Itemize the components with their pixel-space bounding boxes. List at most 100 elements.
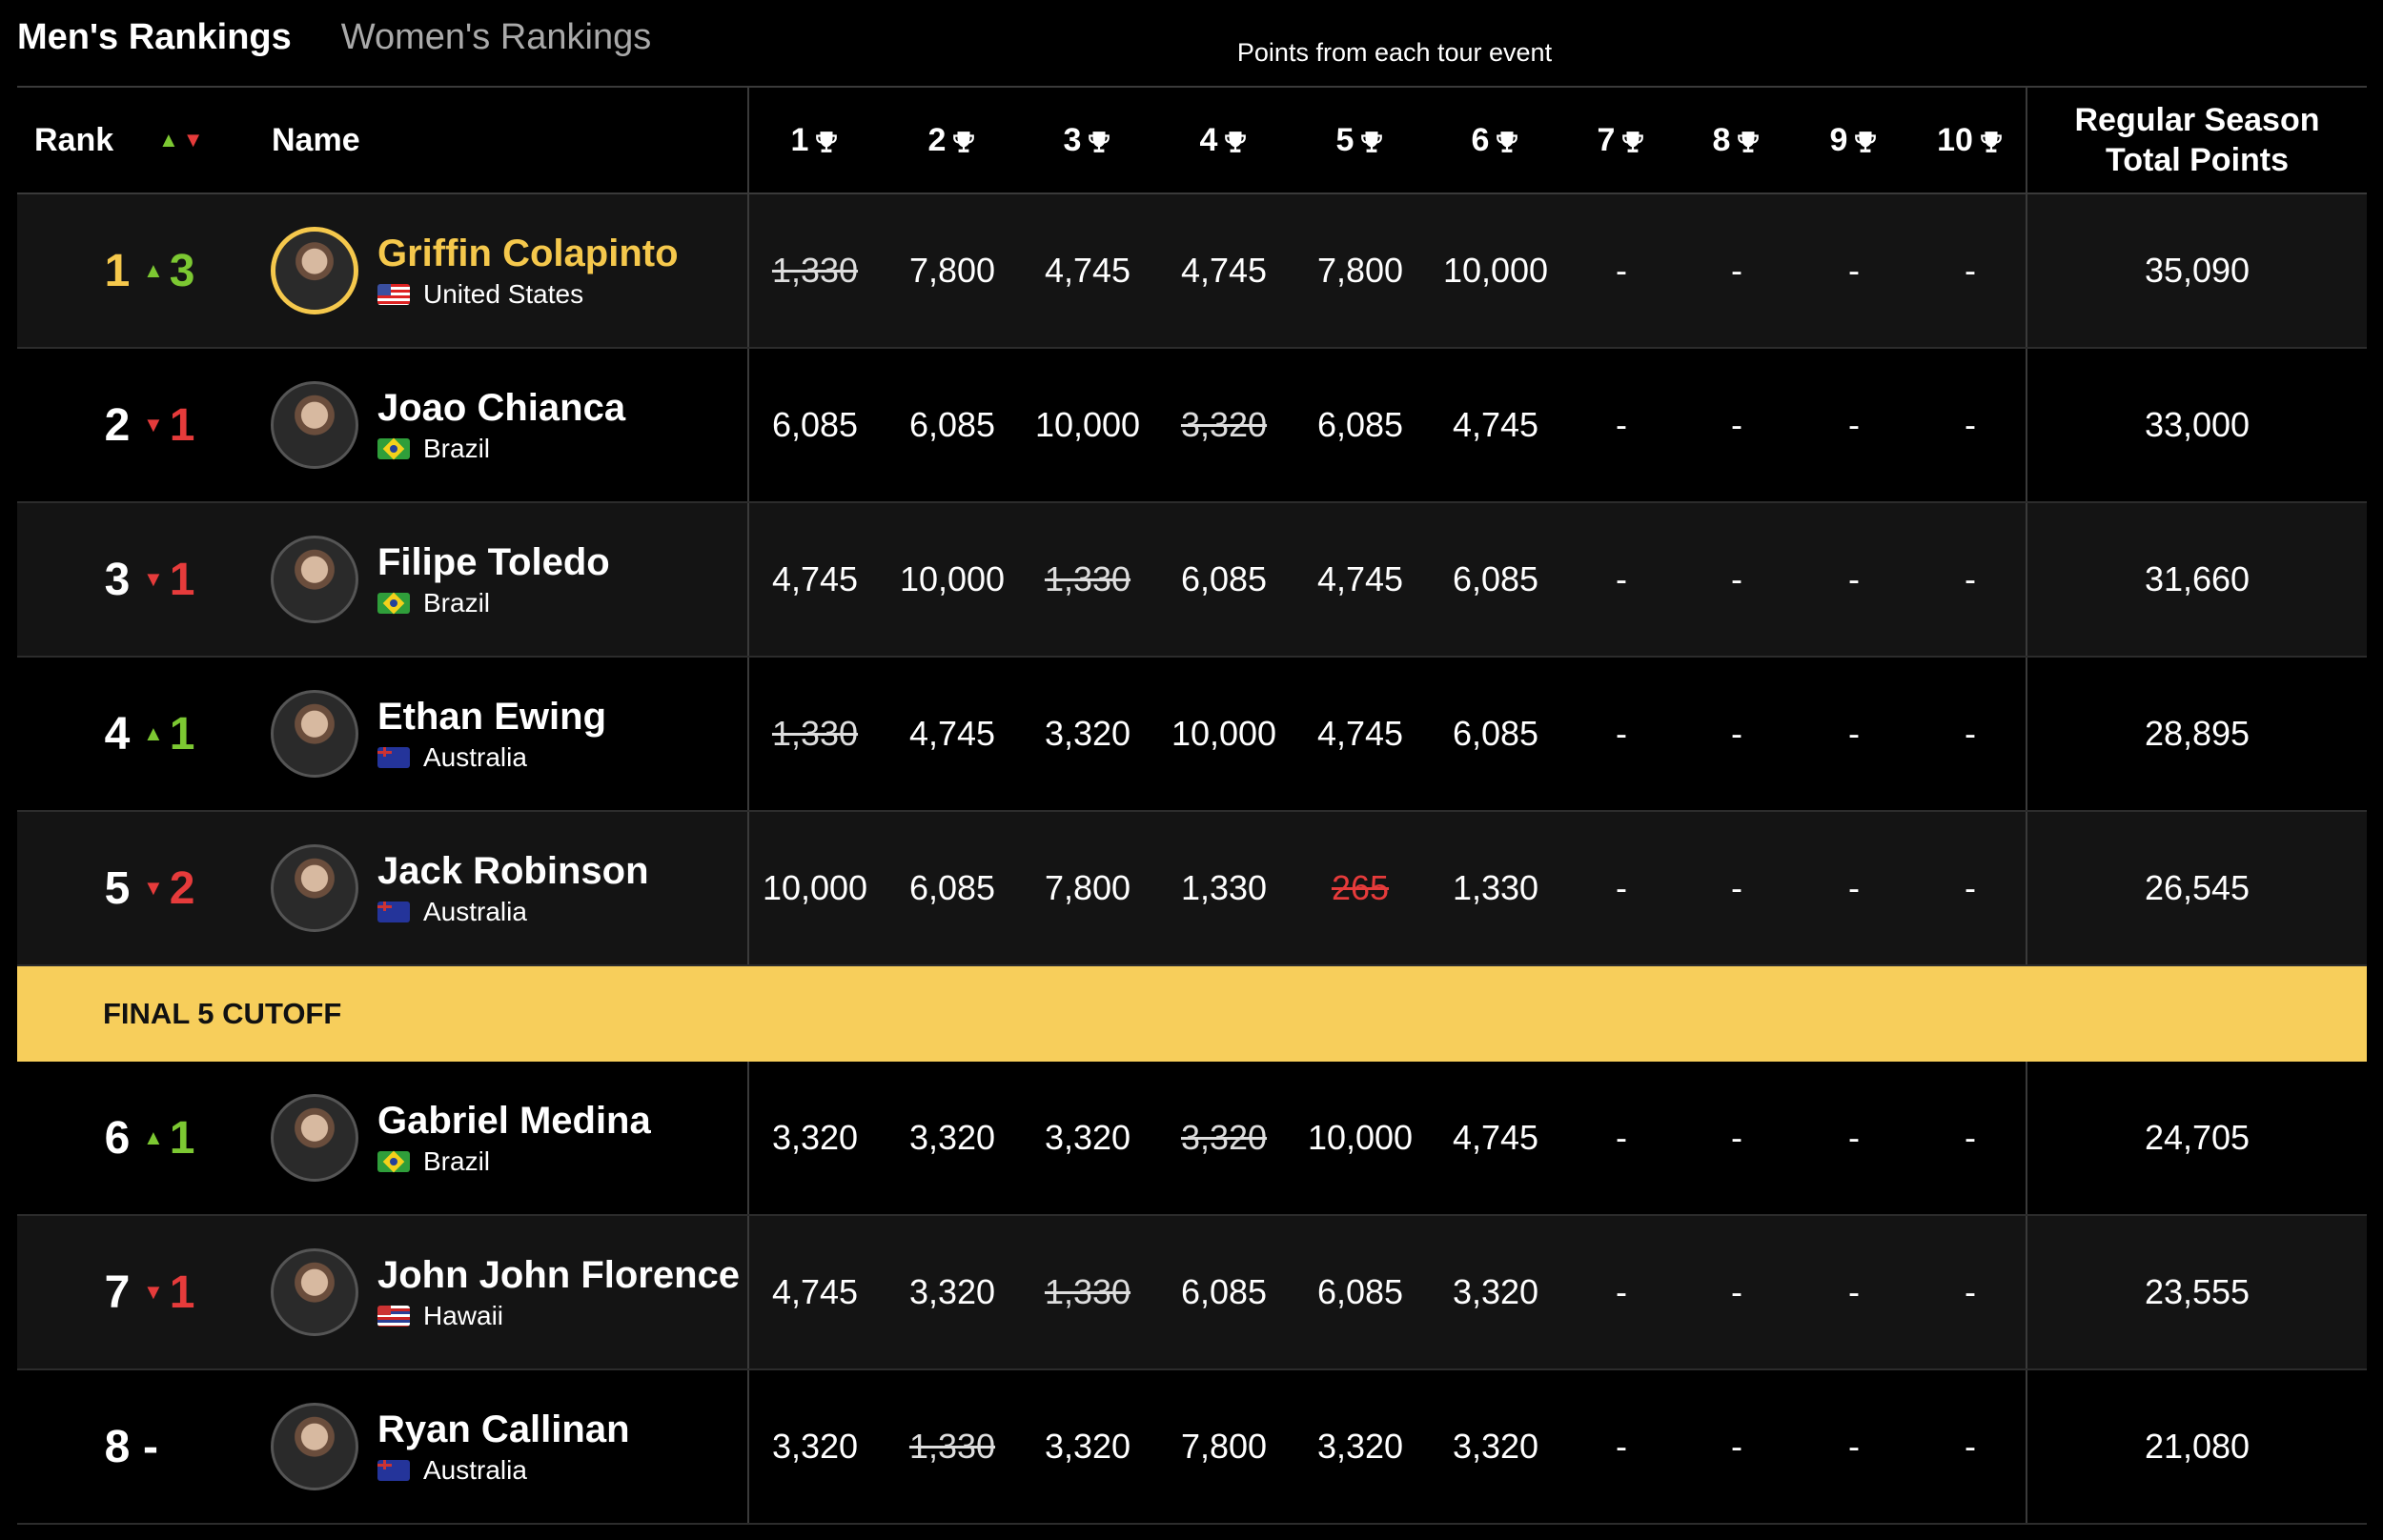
event-score: - (1616, 559, 1627, 598)
rank-value: 8 (104, 1421, 131, 1472)
event-5-points: 265 (1293, 812, 1427, 964)
table-row[interactable]: 1 ▲ 3 Griffin Colapinto United States 1,330 7,… (17, 194, 2367, 349)
table-row[interactable]: 4 ▲ 1 Ethan Ewing Australia 1,330 4,745 3,320 10… (17, 658, 2367, 812)
event-10-points: - (1904, 812, 2037, 964)
event-1-points: 1,330 (748, 194, 882, 347)
header-total-points[interactable]: Regular Season Total Points (2027, 88, 2367, 192)
tab-womens-rankings[interactable]: Women's Rankings (340, 17, 652, 57)
table-row[interactable]: 6 ▲ 1 Gabriel Medina Brazil 3,320 3,320 3,320 3,… (17, 1062, 2367, 1216)
rank-value: 3 (104, 554, 131, 605)
header-event-8[interactable]: 8 (1680, 88, 1794, 192)
athlete-info[interactable]: Ethan Ewing Australia (377, 658, 606, 810)
event-7-points: - (1555, 658, 1688, 810)
athlete-name[interactable]: Griffin Colapinto (377, 232, 679, 274)
event-2-points: 7,800 (886, 194, 1019, 347)
event-1-points: 3,320 (748, 1370, 882, 1523)
event-10-points: - (1904, 1216, 2037, 1368)
event-score: - (1616, 1427, 1627, 1466)
event-score: - (1848, 405, 1860, 444)
event-4-points: 3,320 (1157, 1062, 1291, 1214)
table-row[interactable]: 3 ▼ 1 Filipe Toledo Brazil 4,745 10,000 1,330 6,… (17, 503, 2367, 658)
header-rank[interactable]: Rank (34, 121, 114, 158)
sort-arrows-icon[interactable]: ▲ ▼ (158, 128, 204, 152)
event-7-points: - (1555, 1062, 1688, 1214)
table-row[interactable]: 8- Ryan Callinan Australia 3,320 1,330 3,320 7… (17, 1370, 2367, 1525)
event-score: 3,320 (908, 1118, 996, 1157)
event-10-points: - (1904, 658, 2037, 810)
header-event-7[interactable]: 7 (1564, 88, 1679, 192)
event-score: - (1731, 405, 1742, 444)
final-5-cutoff-banner: FINAL 5 CUTOFF (17, 966, 2367, 1062)
event-score: 4,745 (1452, 1118, 1539, 1157)
avatar (271, 349, 358, 501)
table-row[interactable]: 2 ▼ 1 Joao Chianca Brazil 6,085 6,085 10,000 3,3… (17, 349, 2367, 503)
header-event-number: 9 (1829, 121, 1848, 158)
header-event-6[interactable]: 6 (1438, 88, 1553, 192)
trophy-icon (1730, 122, 1761, 159)
header-event-10[interactable]: 10 (1913, 88, 2027, 192)
table-row[interactable]: 5 ▼ 2 Jack Robinson Australia 10,000 6,085 7,80… (17, 812, 2367, 966)
event-3-points: 4,745 (1021, 194, 1154, 347)
event-3-points: 1,330 (1021, 1216, 1154, 1368)
event-3-points: 3,320 (1021, 1370, 1154, 1523)
event-5-points: 6,085 (1293, 349, 1427, 501)
athlete-info[interactable]: Joao Chianca Brazil (377, 349, 625, 501)
tab-mens-rankings[interactable]: Men's Rankings (17, 0, 292, 97)
rank-number: 8 (74, 1370, 160, 1523)
event-score: 3,320 (1044, 714, 1131, 753)
header-event-number: 5 (1335, 121, 1354, 158)
rank-number: 7 (74, 1216, 160, 1368)
avatar (271, 1216, 358, 1368)
athlete-info[interactable]: Jack Robinson Australia (377, 812, 649, 964)
event-6-points: 1,330 (1429, 812, 1562, 964)
table-row[interactable]: 7 ▼ 1 John John Florence Hawaii 4,745 3,320 1,3… (17, 1216, 2367, 1370)
athlete-country: Australia (423, 896, 527, 926)
rank-change-value: 1 (169, 554, 195, 605)
rank-value: 5 (104, 862, 131, 914)
avatar (271, 658, 358, 810)
athlete-country: Brazil (423, 433, 491, 463)
event-9-points: - (1787, 1370, 1921, 1523)
flag-au-icon (377, 1459, 410, 1481)
header-event-number: 10 (1937, 121, 1973, 158)
event-score: - (1848, 1427, 1860, 1466)
athlete-name[interactable]: Gabriel Medina (377, 1099, 651, 1142)
event-9-points: - (1787, 658, 1921, 810)
event-5-points: 3,320 (1293, 1370, 1427, 1523)
header-name[interactable]: Name (272, 121, 360, 158)
rank-number: 6 (74, 1062, 160, 1214)
event-2-points: 10,000 (886, 503, 1019, 656)
dropped-score: 1,330 (1044, 1272, 1131, 1311)
header-event-5[interactable]: 5 (1303, 88, 1417, 192)
athlete-info[interactable]: John John Florence Hawaii (377, 1216, 740, 1368)
arrow-down-icon: ▼ (143, 567, 164, 591)
header-event-3[interactable]: 3 (1030, 88, 1145, 192)
athlete-info[interactable]: Gabriel Medina Brazil (377, 1062, 651, 1214)
athlete-country: Brazil (423, 587, 491, 618)
header-event-1[interactable]: 1 (758, 88, 872, 192)
dropped-score: 1,330 (1044, 559, 1131, 598)
event-8-points: - (1670, 812, 1803, 964)
total-points: 23,555 (2027, 1216, 2367, 1368)
athlete-info[interactable]: Filipe Toledo Brazil (377, 503, 610, 656)
athlete-name[interactable]: John John Florence (377, 1253, 741, 1296)
event-1-points: 1,330 (748, 658, 882, 810)
rank-number: 1 (74, 194, 160, 347)
athlete-info[interactable]: Griffin Colapinto United States (377, 194, 679, 347)
athlete-name[interactable]: Filipe Toledo (377, 540, 610, 583)
event-6-points: 3,320 (1429, 1370, 1562, 1523)
athlete-name[interactable]: Jack Robinson (377, 849, 649, 892)
event-score: - (1731, 1427, 1742, 1466)
athlete-name[interactable]: Joao Chianca (377, 386, 626, 429)
athlete-info[interactable]: Ryan Callinan Australia (377, 1370, 630, 1523)
header-event-4[interactable]: 4 (1167, 88, 1281, 192)
athlete-name[interactable]: Ryan Callinan (377, 1408, 630, 1450)
event-9-points: - (1787, 349, 1921, 501)
trophy-icon (946, 122, 976, 159)
header-event-2[interactable]: 2 (895, 88, 1009, 192)
event-score: 10,000 (899, 559, 1006, 598)
event-8-points: - (1670, 503, 1803, 656)
event-score: 3,320 (1316, 1427, 1404, 1466)
header-event-9[interactable]: 9 (1797, 88, 1911, 192)
athlete-name[interactable]: Ethan Ewing (377, 695, 606, 738)
